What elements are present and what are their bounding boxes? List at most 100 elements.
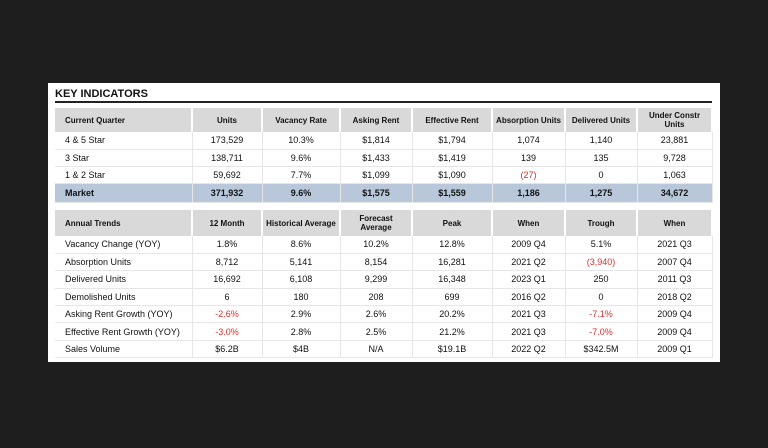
table-cell: 2021 Q2 [492,253,566,272]
row-label: Demolished Units [55,288,193,307]
header-cell: Absorption Units [492,108,566,132]
row-label: 3 Star [55,149,193,167]
table-cell: 2009 Q4 [637,322,713,341]
table-cell: 9,728 [637,149,713,167]
section-title: KEY INDICATORS [55,88,148,100]
table-cell: 1,275 [565,183,638,203]
table-cell: 208 [340,288,413,307]
header-cell: Annual Trends [55,210,193,236]
table-cell: 173,529 [192,132,263,150]
row-label: 4 & 5 Star [55,132,193,150]
table-cell: 8,154 [340,253,413,272]
table-cell: $1,099 [340,166,413,184]
table-cell: 0 [565,166,638,184]
table-cell: 135 [565,149,638,167]
table-row: Effective Rent Growth (YOY) -3.0% 2.8% 2.5%… [55,322,713,341]
annual-trends-table: Annual Trends 12 Month Historical Average F… [55,210,713,359]
header-row: Annual Trends 12 Month Historical Average F… [55,210,713,236]
table-cell: 21.2% [412,322,493,341]
table-cell: 2011 Q3 [637,270,713,289]
table-cell: 1.8% [192,236,263,254]
table-cell: $1,794 [412,132,493,150]
table-cell: 2018 Q2 [637,288,713,307]
table-cell: 9,299 [340,270,413,289]
header-cell: Asking Rent [340,108,413,132]
table-row: Sales Volume $6.2B $4B N/A $19.1B 2022 Q2 $342… [55,340,713,359]
table-cell: 7.7% [262,166,341,184]
table-cell: $1,433 [340,149,413,167]
report-panel: KEY INDICATORS Current Quarter Units Vacan… [48,83,720,362]
table-cell: 1,074 [492,132,566,150]
table-cell: 2.8% [262,322,341,341]
row-label: 1 & 2 Star [55,166,193,184]
table-cell: 6,108 [262,270,341,289]
table-cell: (3,940) [565,253,638,272]
table-cell: $1,419 [412,149,493,167]
table-row: 1 & 2 Star 59,692 7.7% $1,099 $1,090 (27) 0 1,0… [55,166,713,184]
row-label: Absorption Units [55,253,193,272]
header-cell: Forecast Average [340,210,413,236]
header-cell: Trough [565,210,638,236]
header-cell: When [492,210,566,236]
table-cell: 8.6% [262,236,341,254]
table-cell: 371,932 [192,183,263,203]
table-cell: 180 [262,288,341,307]
table-cell: $4B [262,340,341,359]
table-row: Delivered Units 16,692 6,108 9,299 16,348 202… [55,270,713,289]
table-cell: 1,140 [565,132,638,150]
table-cell: 2021 Q3 [492,322,566,341]
row-label: Vacancy Change (YOY) [55,236,193,254]
header-cell: Under Constr Units [637,108,713,132]
table-cell: 59,692 [192,166,263,184]
table-cell: 16,281 [412,253,493,272]
row-label: Delivered Units [55,270,193,289]
title-rule [55,101,712,103]
table-cell: -2.6% [192,305,263,324]
table-cell: 20.2% [412,305,493,324]
table-cell: 2.9% [262,305,341,324]
header-cell: Delivered Units [565,108,638,132]
header-row: Current Quarter Units Vacancy Rate Asking R… [55,108,713,132]
row-label: Market [55,183,193,203]
table-header: Annual Trends 12 Month Historical Average F… [55,210,713,236]
table-cell: $6.2B [192,340,263,359]
header-cell: When [637,210,713,236]
table-row: Market 371,932 9.6% $1,575 $1,559 1,186 1,275 3… [55,183,713,203]
row-label: Sales Volume [55,340,193,359]
table-cell: 2007 Q4 [637,253,713,272]
table-cell: 1,063 [637,166,713,184]
table-cell: 5,141 [262,253,341,272]
table-cell: 2021 Q3 [492,305,566,324]
header-cell: Peak [412,210,493,236]
table-cell: 0 [565,288,638,307]
table-row: Asking Rent Growth (YOY) -2.6% 2.9% 2.6% 20.… [55,305,713,324]
table-cell: $19.1B [412,340,493,359]
table-cell: 138,711 [192,149,263,167]
table-cell: 250 [565,270,638,289]
table-cell: 16,348 [412,270,493,289]
table-row: Demolished Units 6 180 208 699 2016 Q2 0 2018 Q… [55,288,713,307]
current-quarter-table: Current Quarter Units Vacancy Rate Asking R… [55,108,713,203]
header-cell: 12 Month [192,210,263,236]
table-cell: 10.3% [262,132,341,150]
table-cell: 2.5% [340,322,413,341]
table-cell: 5.1% [565,236,638,254]
table-body: Vacancy Change (YOY) 1.8% 8.6% 10.2% 12.8% 20… [55,236,713,359]
table-cell: 12.8% [412,236,493,254]
table-cell: -3.0% [192,322,263,341]
table-cell: 699 [412,288,493,307]
table-cell: 2021 Q3 [637,236,713,254]
table-cell: 16,692 [192,270,263,289]
table-cell: 6 [192,288,263,307]
table-cell: 2023 Q1 [492,270,566,289]
table-cell: 8,712 [192,253,263,272]
table-cell: 23,881 [637,132,713,150]
table-cell: $1,559 [412,183,493,203]
table-row: 4 & 5 Star 173,529 10.3% $1,814 $1,794 1,074 1… [55,132,713,150]
table-header: Current Quarter Units Vacancy Rate Asking R… [55,108,713,132]
header-cell: Current Quarter [55,108,193,132]
table-row: 3 Star 138,711 9.6% $1,433 $1,419 139 135 9,728 [55,149,713,167]
table-cell: 10.2% [340,236,413,254]
table-cell: 2009 Q4 [637,305,713,324]
